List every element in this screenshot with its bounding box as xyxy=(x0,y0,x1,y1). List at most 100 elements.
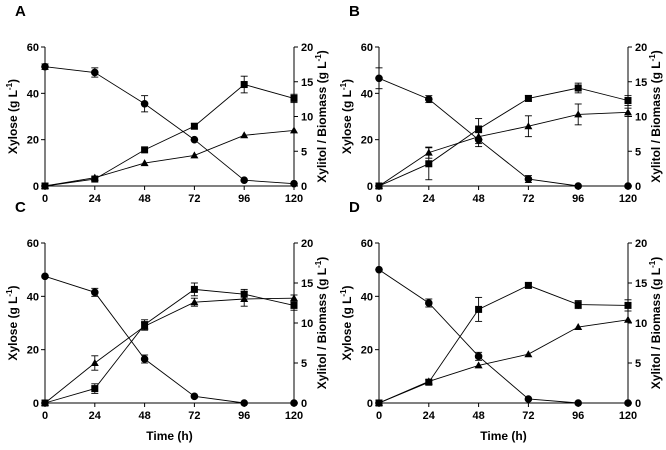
y-left-axis-title: Xylose (g L-1) xyxy=(5,285,20,360)
x-tick-label: 0 xyxy=(42,193,48,205)
data-point xyxy=(140,159,149,167)
series-line xyxy=(44,129,295,187)
data-point xyxy=(290,294,298,302)
y-right-axis-title: Xylitol / Biomass (g L-1) xyxy=(314,50,329,182)
y-right-tick-label: 20 xyxy=(635,42,647,54)
y-left-tick-label: 60 xyxy=(361,238,373,250)
y-right-tick-label: 0 xyxy=(301,398,307,410)
series-square xyxy=(41,282,298,407)
data-point xyxy=(474,352,483,361)
x-tick-label: 0 xyxy=(42,410,48,422)
y-left-axis-title: Xylose (g L-1) xyxy=(339,79,354,154)
x-tick-label: 48 xyxy=(472,193,484,205)
data-point xyxy=(524,175,533,183)
y-left-tick-label: 20 xyxy=(27,135,39,147)
data-point xyxy=(375,182,383,189)
y-right-tick-label: 10 xyxy=(635,112,647,124)
y-right-tick-label: 20 xyxy=(301,238,313,250)
data-point xyxy=(624,315,632,323)
x-axis-title: Time (h) xyxy=(146,429,192,443)
data-point xyxy=(140,99,149,108)
data-point xyxy=(290,399,298,407)
data-point xyxy=(574,182,582,190)
data-point xyxy=(91,68,99,77)
x-tick-label: 120 xyxy=(285,410,303,422)
data-point xyxy=(624,97,632,105)
data-point xyxy=(424,148,433,156)
y-left-tick-label: 60 xyxy=(27,42,39,54)
series-line xyxy=(44,84,295,187)
data-point xyxy=(41,62,49,71)
data-point xyxy=(290,301,298,309)
y-right-tick-label: 10 xyxy=(301,318,313,330)
data-point xyxy=(524,281,532,289)
series-triangle xyxy=(375,315,632,406)
x-tick-label: 24 xyxy=(423,193,436,205)
y-right-tick-label: 5 xyxy=(301,146,307,158)
y-right-tick-label: 0 xyxy=(635,398,641,410)
series-line xyxy=(44,288,295,404)
y-left-tick-label: 60 xyxy=(27,238,39,250)
data-point xyxy=(41,399,49,406)
data-point xyxy=(190,285,198,293)
x-tick-label: 0 xyxy=(376,193,382,205)
x-tick-label: 48 xyxy=(138,410,150,422)
data-point xyxy=(375,74,383,83)
x-tick-label: 48 xyxy=(472,410,484,422)
y-right-tick-label: 15 xyxy=(301,278,313,290)
y-right-tick-label: 5 xyxy=(635,358,641,370)
data-point xyxy=(375,265,383,274)
y-right-tick-label: 10 xyxy=(301,112,313,124)
y-left-tick-label: 0 xyxy=(367,398,373,410)
data-point xyxy=(524,350,533,358)
series-line xyxy=(378,111,629,187)
data-point xyxy=(475,125,483,133)
series-line xyxy=(378,87,629,187)
x-tick-label: 24 xyxy=(423,410,436,422)
y-left-tick-label: 0 xyxy=(33,398,39,410)
x-tick-label: 96 xyxy=(572,193,584,205)
y-left-tick-label: 20 xyxy=(27,345,39,357)
data-point xyxy=(91,385,99,393)
x-tick-label: 72 xyxy=(188,410,200,422)
data-point xyxy=(624,301,632,309)
series-line xyxy=(44,297,295,404)
y-right-tick-label: 5 xyxy=(301,358,307,370)
data-point xyxy=(90,359,99,366)
x-tick-label: 0 xyxy=(376,410,382,422)
series-line xyxy=(44,275,294,404)
data-point xyxy=(474,132,483,140)
series-triangle xyxy=(41,126,298,189)
y-left-tick-label: 20 xyxy=(361,135,373,147)
y-left-tick-label: 40 xyxy=(361,291,373,303)
x-tick-label: 72 xyxy=(188,193,200,205)
data-point xyxy=(190,298,199,306)
data-point xyxy=(574,110,583,118)
x-tick-label: 24 xyxy=(89,193,102,205)
series-line xyxy=(378,77,628,187)
data-point xyxy=(41,272,49,281)
y-right-tick-label: 20 xyxy=(301,42,313,54)
series-triangle xyxy=(375,103,632,189)
x-tick-label: 96 xyxy=(572,410,584,422)
x-tick-label: 120 xyxy=(619,410,637,422)
data-point xyxy=(190,392,199,401)
y-right-tick-label: 15 xyxy=(635,77,647,89)
y-right-tick-label: 15 xyxy=(635,278,647,290)
y-right-tick-label: 15 xyxy=(301,77,313,89)
panel-label: A xyxy=(15,3,26,20)
y-left-tick-label: 0 xyxy=(367,181,373,193)
y-right-axis-title: Xylitol / Biomass (g L-1) xyxy=(648,257,663,389)
series-circle xyxy=(41,62,298,188)
y-left-tick-label: 60 xyxy=(361,42,373,54)
data-point xyxy=(240,399,248,407)
data-point xyxy=(574,323,583,330)
y-left-tick-label: 40 xyxy=(361,88,373,100)
data-point xyxy=(475,305,483,313)
series-circle xyxy=(41,272,298,407)
y-right-axis-title: Xylitol / Biomass (g L-1) xyxy=(314,257,329,389)
data-point xyxy=(624,108,632,116)
y-left-tick-label: 40 xyxy=(27,88,39,100)
